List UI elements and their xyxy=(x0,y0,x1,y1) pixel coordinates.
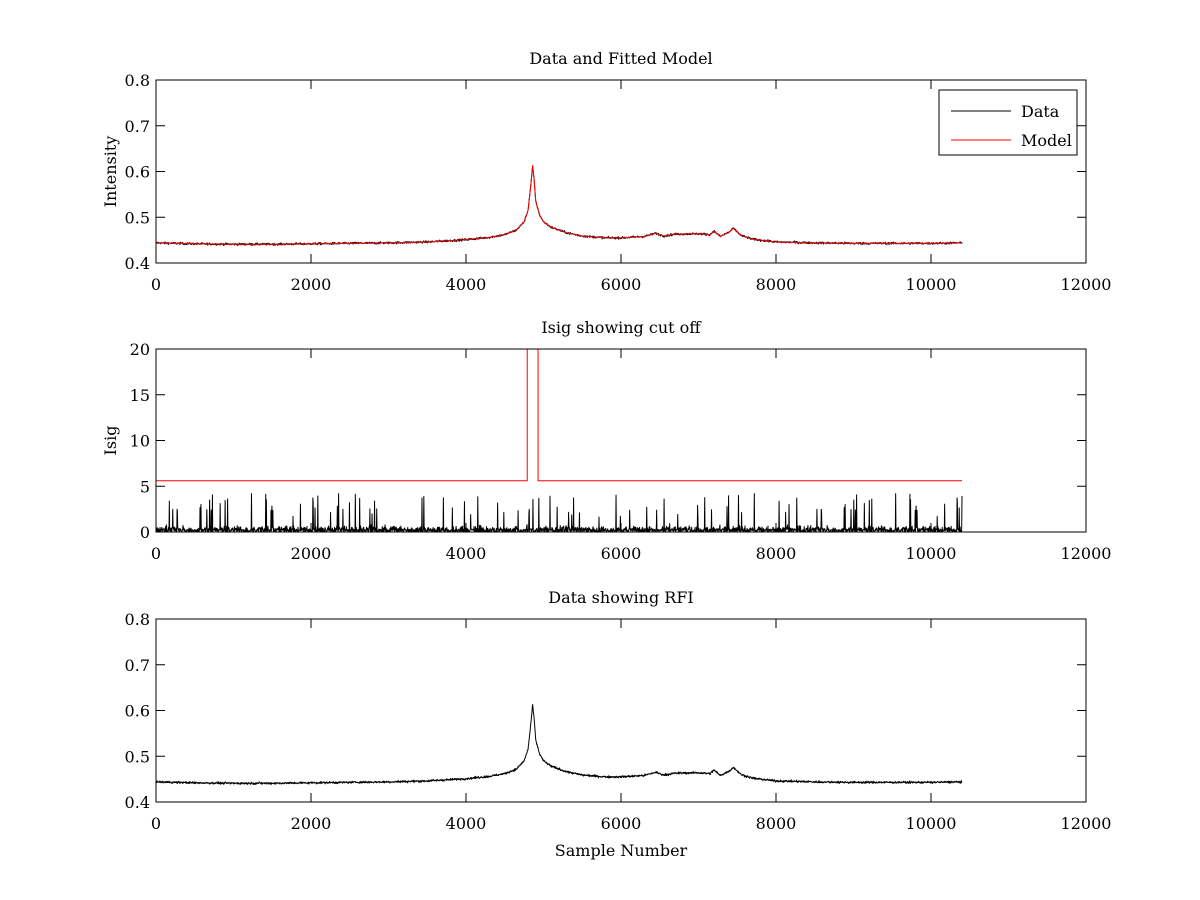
series-line-model xyxy=(156,165,963,245)
x-tick-label: 12000 xyxy=(1061,275,1112,294)
x-tick-label: 0 xyxy=(151,544,161,563)
y-tick-label: 0.6 xyxy=(125,702,150,721)
x-tick-label: 0 xyxy=(151,275,161,294)
series-group xyxy=(156,704,963,786)
series-group xyxy=(156,165,963,247)
chart-title: Data and Fitted Model xyxy=(529,49,712,68)
y-tick-label: 0.4 xyxy=(125,793,150,812)
y-tick-label: 0.8 xyxy=(125,610,150,629)
x-tick-label: 10000 xyxy=(906,275,957,294)
series-line-2 xyxy=(156,349,962,482)
x-tick-label: 8000 xyxy=(756,544,797,563)
x-tick-label: 6000 xyxy=(601,544,642,563)
y-tick-label: 0.4 xyxy=(125,254,150,273)
chart-title: Isig showing cut off xyxy=(541,318,702,337)
y-tick-label: 0 xyxy=(140,523,150,542)
x-tick-label: 4000 xyxy=(446,544,487,563)
x-tick-label: 8000 xyxy=(756,275,797,294)
subplot-2: 0 2000 4000 6000 8000 10000 12000 0 5 10 15 20 Isig … xyxy=(101,318,1111,563)
y-tick-label: 10 xyxy=(130,432,150,451)
y-tick-label: 15 xyxy=(130,386,150,405)
x-tick-label: 0 xyxy=(151,814,161,833)
x-tick-label: 12000 xyxy=(1061,814,1112,833)
subplot-1: 0 2000 4000 6000 8000 10000 12000 0.4 0.5 0.6 0.7 0… xyxy=(101,49,1111,294)
series-line-1 xyxy=(156,493,963,532)
x-tick-label: 6000 xyxy=(601,275,642,294)
legend-label-model: Model xyxy=(1021,131,1072,150)
x-tick-label: 2000 xyxy=(291,275,332,294)
y-tick-label: 0.6 xyxy=(125,163,150,182)
x-tick-label: 8000 xyxy=(756,814,797,833)
y-tick-label: 20 xyxy=(130,340,150,359)
x-tick-label: 4000 xyxy=(446,275,487,294)
x-tick-label: 10000 xyxy=(906,814,957,833)
legend-label-data: Data xyxy=(1021,102,1060,121)
x-tick-label: 2000 xyxy=(291,814,332,833)
x-tick-label: 2000 xyxy=(291,544,332,563)
series-line-1 xyxy=(156,704,963,786)
y-tick-label: 0.5 xyxy=(125,208,150,227)
y-tick-label: 5 xyxy=(140,477,150,496)
series-group xyxy=(156,349,963,532)
y-tick-label: 0.8 xyxy=(125,71,150,90)
y-axis-label: Intensity xyxy=(101,136,120,208)
chart-title: Data showing RFI xyxy=(548,588,693,607)
y-tick-label: 0.5 xyxy=(125,747,150,766)
x-tick-label: 12000 xyxy=(1061,544,1112,563)
x-axis-label: Sample Number xyxy=(555,841,688,860)
x-tick-label: 6000 xyxy=(601,814,642,833)
subplots: 0 2000 4000 6000 8000 10000 120000.40.50.60.70… xyxy=(101,49,1111,860)
x-tick-label: 4000 xyxy=(446,814,487,833)
y-tick-label: 0.7 xyxy=(125,117,150,136)
legend-box xyxy=(938,89,1078,156)
y-tick-label: 0.7 xyxy=(125,656,150,675)
y-axis-label: Isig xyxy=(101,426,120,456)
legend: Data Model xyxy=(938,89,1078,156)
subplot-3: 0 2000 4000 6000 8000 10000 12000 0.4 0.5 0.6 0.7 0… xyxy=(125,588,1112,860)
x-tick-label: 10000 xyxy=(906,544,957,563)
